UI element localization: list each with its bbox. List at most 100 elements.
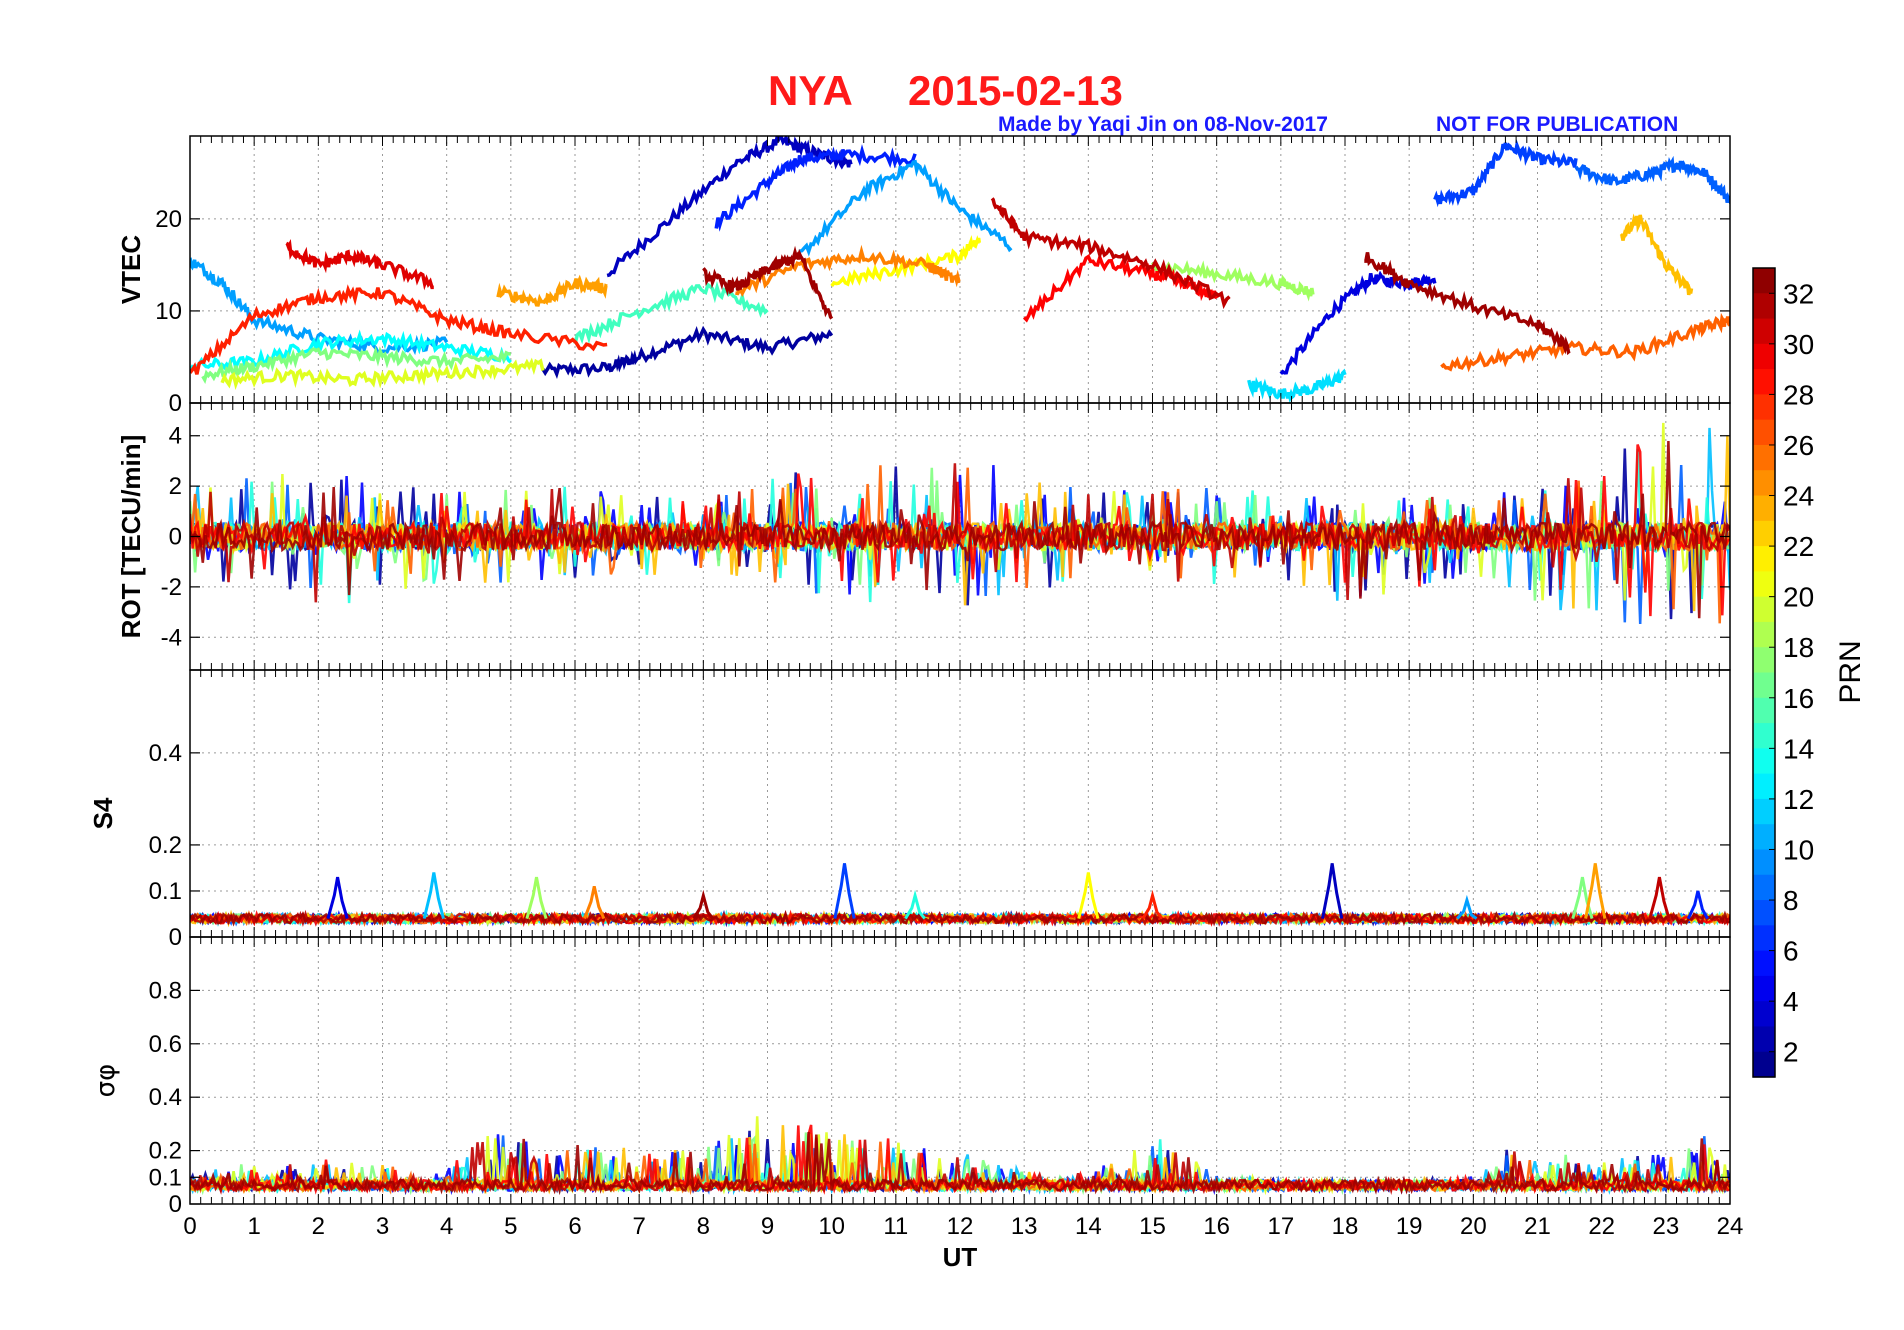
colorbar-segment <box>1753 571 1775 598</box>
panel-s4: 0 0.1 0.2 0.4 S4 <box>88 669 1731 951</box>
colorbar-segment <box>1753 874 1775 901</box>
s4-peak <box>1648 876 1671 920</box>
colorbar-tick-label: 30 <box>1783 329 1814 360</box>
title-date: 2015-02-13 <box>908 67 1123 114</box>
s4-peak <box>1321 863 1344 919</box>
series-line <box>190 910 1730 927</box>
colorbar-tick-label: 28 <box>1783 379 1814 410</box>
y-tick-label: 0 <box>169 924 182 951</box>
x-tick-label: 4 <box>440 1213 453 1240</box>
colorbar-segment <box>1753 849 1775 876</box>
series-line <box>830 234 982 288</box>
colorbar-segment <box>1753 824 1775 851</box>
colorbar-tick-label: 32 <box>1783 278 1814 309</box>
x-tick-label: 12 <box>947 1213 974 1240</box>
colorbar-tick-label: 4 <box>1783 986 1799 1017</box>
series-line <box>702 245 834 320</box>
x-axis-label: UT <box>943 1242 978 1272</box>
series-line <box>1619 213 1694 296</box>
colorbar-segment <box>1753 621 1775 648</box>
series-line <box>541 325 834 379</box>
s4-peak <box>583 886 606 920</box>
colorbar-segment <box>1753 1026 1775 1053</box>
colorbar-segment <box>1753 723 1775 749</box>
series-line <box>1247 368 1347 403</box>
colorbar-segment <box>1753 369 1775 396</box>
colorbar-segment <box>1753 773 1775 800</box>
colorbar-tick-label: 10 <box>1783 834 1814 865</box>
series-line <box>1150 259 1315 302</box>
colorbar-segment <box>1753 647 1775 674</box>
s4-peak <box>1686 890 1709 920</box>
title-station: NYA <box>768 67 853 114</box>
colorbar-tick-label: 18 <box>1783 632 1814 663</box>
colorbar-segment <box>1753 268 1775 294</box>
colorbar-segment <box>1753 444 1775 471</box>
y-axis-label: σφ <box>91 1064 121 1098</box>
x-tick-label: 2 <box>312 1213 325 1240</box>
colorbar-segment <box>1753 748 1775 775</box>
series-line <box>1433 138 1578 208</box>
series-group <box>190 422 1730 624</box>
colorbar-label: PRN <box>1834 640 1867 703</box>
s4-peak <box>326 876 349 920</box>
colorbar-segment <box>1753 343 1775 370</box>
s4-peak <box>1077 872 1100 919</box>
series-line <box>1364 252 1571 356</box>
x-tick-label: 17 <box>1267 1213 1294 1240</box>
s4-peak <box>833 863 856 919</box>
y-tick-label: 0.1 <box>149 1164 182 1191</box>
x-tick-label: 7 <box>632 1213 645 1240</box>
x-tick-label: 6 <box>568 1213 581 1240</box>
colorbar-tick-label: 20 <box>1783 582 1814 613</box>
series-line <box>190 329 512 374</box>
colorbar-segment <box>1753 419 1775 446</box>
series-line <box>190 1132 1730 1196</box>
x-tick-label: 20 <box>1460 1213 1487 1240</box>
y-axis-label: S4 <box>88 797 118 829</box>
x-tick-label: 5 <box>504 1213 517 1240</box>
colorbar-segment <box>1753 1051 1775 1078</box>
series-line <box>496 274 608 307</box>
series-line <box>714 144 917 232</box>
colorbar-segment <box>1753 394 1775 421</box>
colorbar-segment <box>1753 520 1775 547</box>
colorbar-segment <box>1753 293 1775 320</box>
x-tick-label: 15 <box>1139 1213 1166 1240</box>
x-tick-label: 19 <box>1396 1213 1423 1240</box>
colorbar-tick-label: 2 <box>1783 1037 1799 1068</box>
y-tick-label: 0.4 <box>149 1084 182 1111</box>
x-tick-label: 22 <box>1588 1213 1615 1240</box>
series-line <box>606 136 853 278</box>
s4-peak <box>904 889 926 920</box>
y-tick-label: 4 <box>169 423 182 450</box>
y-tick-label: 0 <box>169 390 182 417</box>
colorbar-segment <box>1753 950 1775 977</box>
y-tick-label: 2 <box>169 473 182 500</box>
series-line <box>1440 312 1730 373</box>
series-group <box>190 1116 1730 1196</box>
series-line <box>190 284 608 375</box>
series-line <box>735 244 961 297</box>
series-line <box>573 281 769 345</box>
y-tick-label: -2 <box>161 574 182 601</box>
colorbar-segment <box>1753 1001 1775 1028</box>
colorbar-tick-label: 8 <box>1783 885 1799 916</box>
x-tick-label: 10 <box>818 1213 845 1240</box>
x-tick-label: 3 <box>376 1213 389 1240</box>
y-tick-label: 10 <box>155 298 182 325</box>
series-group <box>190 863 1730 928</box>
x-tick-label: 0 <box>183 1213 196 1240</box>
x-tick-label: 18 <box>1332 1213 1359 1240</box>
y-tick-label: -4 <box>161 624 182 651</box>
panel-rot: -4 -2 0 2 4 ROT [TECU/min] <box>116 402 1731 671</box>
y-tick-label: 0.2 <box>149 1138 182 1165</box>
colorbar-segment <box>1753 900 1775 926</box>
x-tick-label: 14 <box>1075 1213 1102 1240</box>
y-tick-label: 0 <box>169 1191 182 1218</box>
s4-peak <box>692 889 715 920</box>
panel-vtec: 0 10 20 VTEC <box>116 135 1731 417</box>
